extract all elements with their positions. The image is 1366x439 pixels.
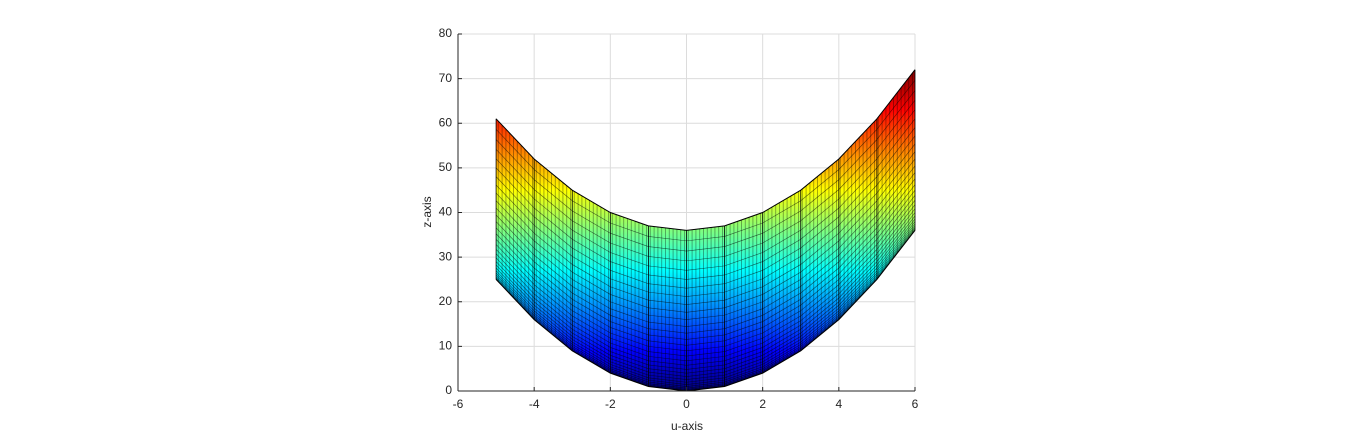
y-tick-label: 60 <box>439 115 453 129</box>
mesh-line <box>495 225 916 387</box>
mesh-line <box>495 178 916 340</box>
x-tick-label: 6 <box>912 397 919 411</box>
mesh-line <box>495 204 916 366</box>
y-axis-label: z-axis <box>420 196 434 227</box>
surface-edge <box>495 230 916 392</box>
mesh-line <box>495 212 916 374</box>
mesh-line <box>495 223 916 385</box>
y-tick-label: 40 <box>439 205 453 219</box>
mesh-line <box>495 158 916 320</box>
mesh-line <box>495 135 916 297</box>
mesh-line <box>495 90 916 252</box>
y-tick-label: 0 <box>445 383 452 397</box>
mesh-line <box>495 143 916 305</box>
y-tick-label: 70 <box>439 71 453 85</box>
y-tick-label: 10 <box>439 339 453 353</box>
mesh-line <box>495 195 916 357</box>
mesh-line <box>495 127 916 289</box>
y-tick-label: 30 <box>439 249 453 263</box>
mesh-line <box>495 215 916 377</box>
mesh-line <box>495 228 916 390</box>
x-tick-label: -2 <box>605 397 616 411</box>
mesh-line <box>495 118 916 280</box>
x-axis-label: u-axis <box>671 419 703 433</box>
x-tick-label: 0 <box>683 397 690 411</box>
mesh-line <box>495 199 916 362</box>
mesh-line <box>495 221 916 383</box>
y-tick-label: 80 <box>439 26 453 40</box>
mesh-line <box>495 190 916 352</box>
y-tick-label: 50 <box>439 160 453 174</box>
mesh-line <box>495 227 916 389</box>
mesh-line <box>495 80 916 242</box>
y-tick-label: 20 <box>439 294 453 308</box>
x-tick-label: -6 <box>453 397 464 411</box>
x-tick-label: 4 <box>835 397 842 411</box>
surface-edge <box>495 69 916 231</box>
x-tick-label: -4 <box>529 397 540 411</box>
mesh-line <box>495 100 916 262</box>
surface-mesh <box>496 69 915 391</box>
mesh-line <box>495 172 916 334</box>
mesh-line <box>495 184 916 346</box>
mesh-line <box>495 208 916 370</box>
mesh-line <box>495 218 916 380</box>
mesh-line <box>495 109 916 271</box>
mesh-line <box>495 165 916 327</box>
mesh-line <box>495 151 916 313</box>
x-tick-label: 2 <box>759 397 766 411</box>
